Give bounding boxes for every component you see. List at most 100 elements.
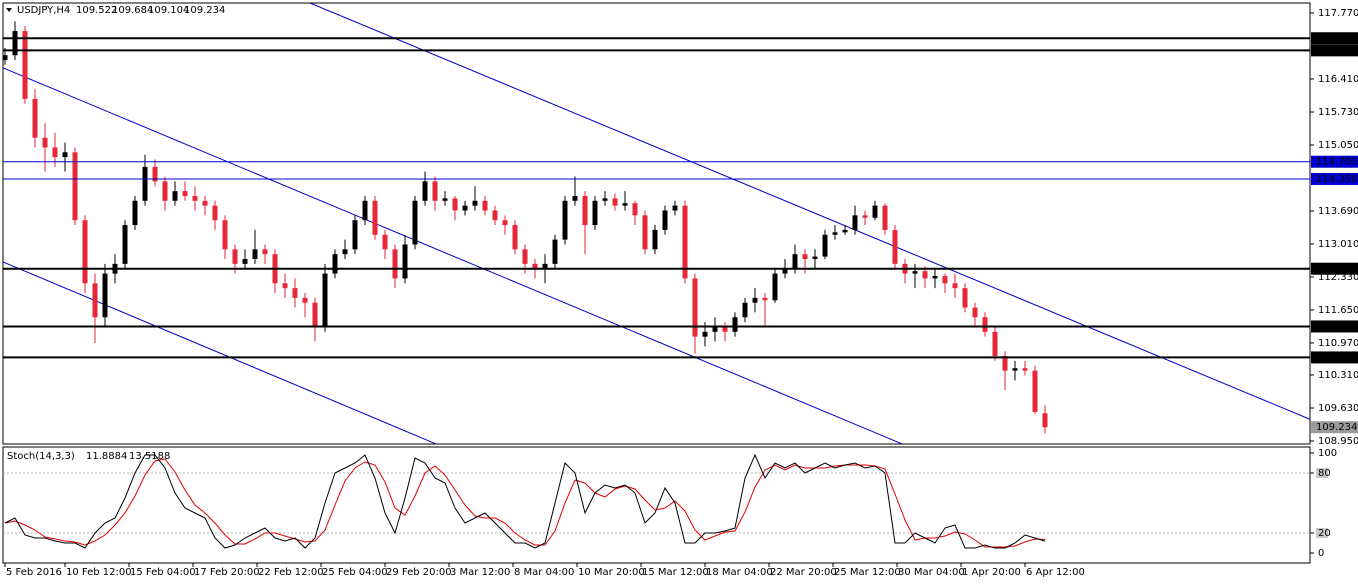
candle-body [172,191,178,201]
current-price-box [1311,421,1358,434]
y-tick-label: 115.730 [1318,107,1358,118]
candle-body [262,249,268,255]
candle-body [742,302,748,318]
current-price-label: 109.234 [1316,422,1357,433]
y-tick-label: 100 [1318,448,1337,459]
candle-body [302,297,308,303]
candle-body [412,200,418,245]
candle-body [682,205,688,279]
candle-body [22,30,28,99]
candle-body [402,244,408,279]
x-tick-label: 3 Mar 12:00 [450,567,510,578]
candle-body [92,283,98,318]
level-label-box [1311,262,1358,275]
candle-body [932,276,938,279]
candle-body [972,307,978,318]
candle-body [3,55,8,61]
y-tick-label: 115.050 [1318,140,1358,151]
candle-body [462,205,468,211]
candle-body [182,191,188,196]
candle-body [792,254,798,269]
candle-body [952,283,958,289]
y-tick-label: 109.630 [1318,403,1358,414]
candle-body [82,220,88,284]
trend-line [309,3,1310,420]
candle-body [102,273,108,318]
level-label-box [1316,528,1328,538]
candle-body [202,200,208,206]
candle-body [352,220,358,250]
x-tick-label: 22 Mar 20:00 [770,567,837,578]
candle-body [552,239,558,264]
y-tick-label: 112.330 [1318,272,1358,283]
y-tick-label: 116.410 [1318,74,1358,85]
candle-body [962,288,968,308]
candle-body [732,317,738,332]
candle-body [632,203,638,216]
open-value: 109.522 [76,5,117,16]
candle-body [322,273,328,327]
level-label: 114.705 [1316,157,1357,168]
candle-body [152,166,158,182]
candle-body [862,215,868,218]
candle-body [542,263,548,269]
level-label-box [1311,32,1358,45]
candle-body [122,225,128,264]
y-tick-label: 108.950 [1318,436,1358,447]
candle-body [712,326,718,332]
x-tick-label: 8 Mar 04:00 [514,567,574,578]
y-tick-label: 113.690 [1318,206,1358,217]
level-label-box [1311,320,1358,333]
level-label-box [1311,351,1358,364]
stoch-title: Stoch(14,3,3) [7,451,75,462]
candle-body [362,200,368,221]
stoch-line [4,458,1046,548]
candle-body [52,147,58,158]
candle-body [392,249,398,279]
candle-body [642,215,648,250]
x-tick-label: 18 Mar 04:00 [706,567,773,578]
y-tick-label: 80 [1318,468,1331,479]
candle-body [942,276,948,284]
candle-body [442,198,448,201]
candle-body [12,30,18,56]
x-tick-label: 25 Feb 04:00 [322,567,388,578]
candle-body [312,302,318,327]
candle-body [882,205,888,230]
candle-body [482,200,488,211]
level-label: 111.310 [1316,321,1357,332]
candle-body [72,152,78,221]
candle-body [582,195,588,226]
candle-body [832,232,838,235]
high-value: 109.684 [112,5,153,16]
level-label-box [1311,155,1358,168]
candle-body [192,195,198,201]
candle-body [572,195,578,201]
candle-body [612,198,618,206]
candle-body [282,283,288,289]
candle-body [992,331,998,357]
level-label-box [1311,172,1358,185]
candle-body [892,229,898,264]
candle-body [782,268,788,274]
collapse-arrow[interactable] [6,8,12,12]
level-label: 110.672 [1316,352,1357,363]
level-label: 114.350 [1316,174,1357,185]
main-header: USDJPY,H4 109.522 109.684 109.104 109.23… [17,5,225,16]
candle-body [492,210,498,221]
stoch-header: Stoch(14,3,3) 11.8884 13.5188 [7,451,170,462]
candle-body [372,200,378,235]
plot-area [3,453,1310,549]
level-label: 117.000 [1316,45,1357,56]
level-label: 117.250 [1316,33,1357,44]
candle-body [822,234,828,257]
candle-body [592,200,598,226]
candle-body [522,249,528,264]
candle-body [1012,368,1018,371]
level-label: 112.500 [1316,264,1357,275]
stoch-panel [2,446,1311,564]
x-tick-label: 17 Feb 20:00 [194,567,260,578]
candle-body [432,181,438,201]
